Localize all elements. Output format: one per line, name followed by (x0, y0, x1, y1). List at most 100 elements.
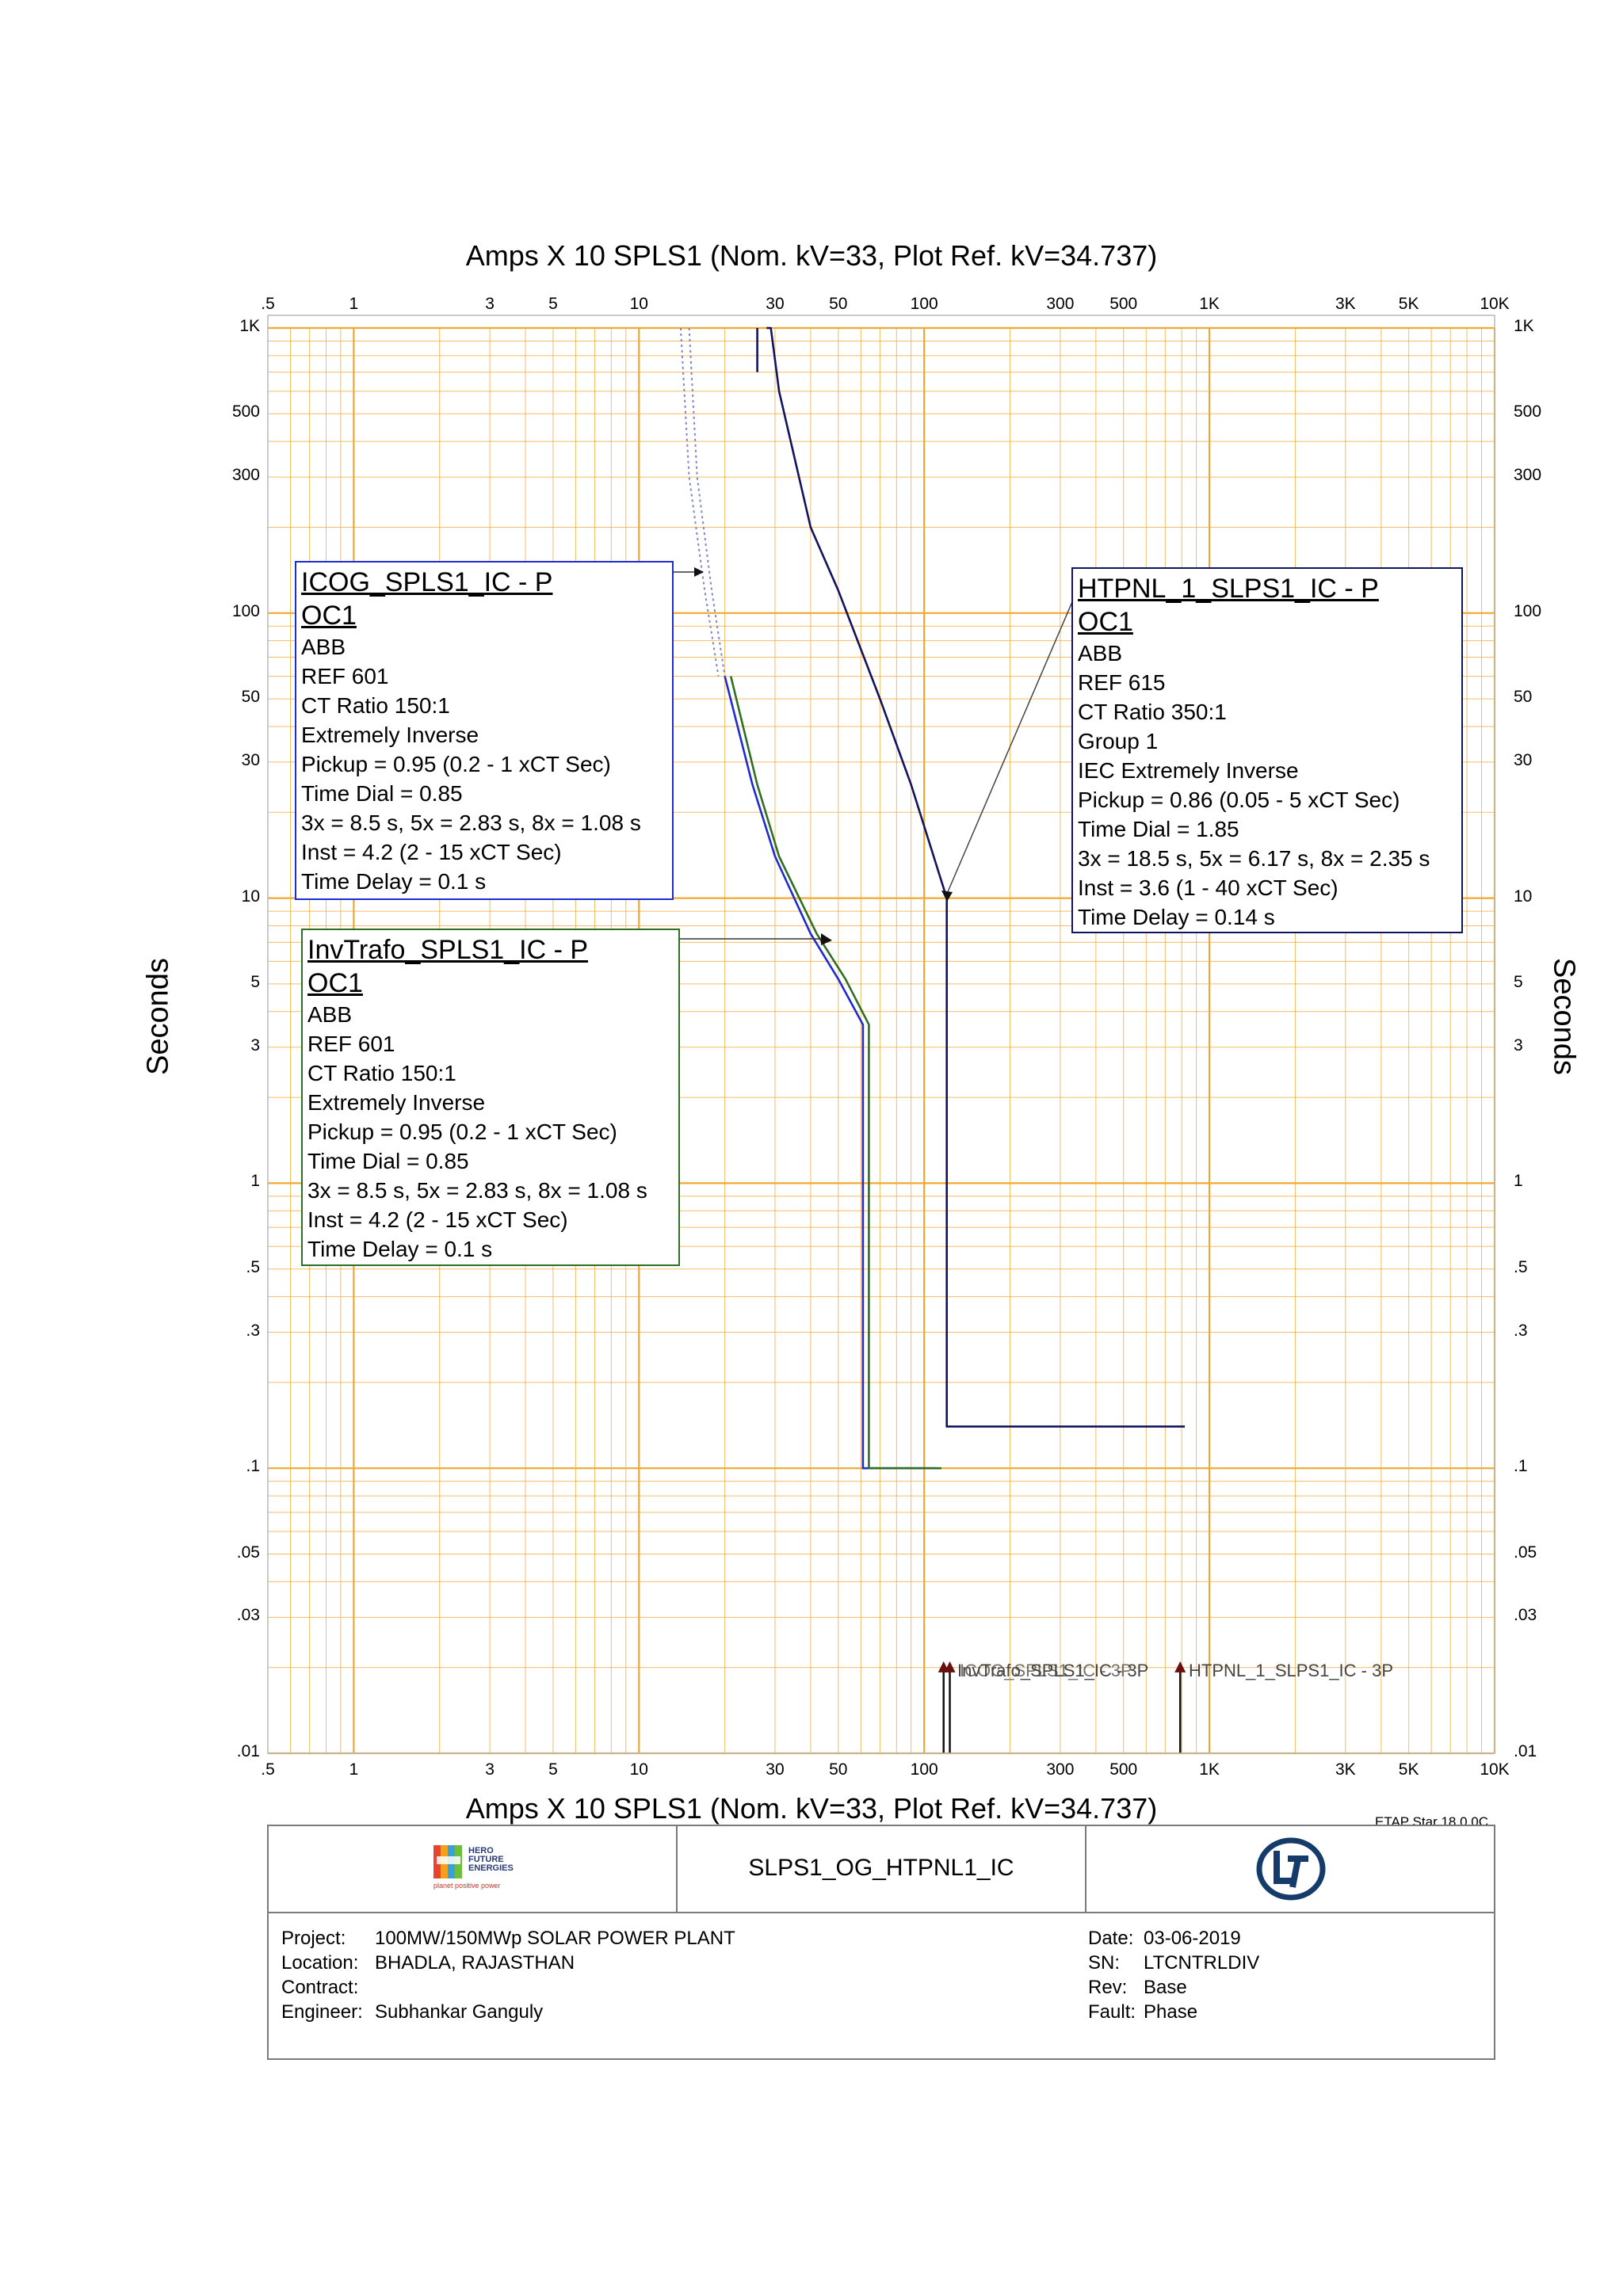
x-tick-label-top: 300 (1046, 295, 1075, 313)
x-tick-label-bottom: 5 (548, 1760, 558, 1779)
icog-line-5: Time Dial = 0.85 (301, 781, 463, 806)
icog-line-1: REF 601 (301, 664, 389, 688)
invtrafo-line-8: Time Delay = 0.1 s (307, 1237, 493, 1261)
invtrafo-line-0: ABB (307, 1002, 353, 1027)
htpnl-line-8: Inst = 3.6 (1 - 40 xCT Sec) (1078, 875, 1338, 900)
x-tick-label-top: 5 (548, 295, 558, 313)
engineer-value: Subhankar Ganguly (375, 2001, 544, 2023)
engineer-row: Engineer: Subhankar Ganguly (281, 2001, 543, 2023)
y-tick-label-right: .5 (1514, 1257, 1528, 1276)
htpnl-line-1: REF 615 (1078, 670, 1166, 695)
y-tick-label-left: .5 (246, 1257, 260, 1276)
invtrafo-line-1: REF 601 (307, 1032, 395, 1056)
project-value: 100MW/150MWp SOLAR POWER PLANT (375, 1928, 735, 1949)
x-tick-label-top: 10K (1480, 295, 1510, 313)
rev-row: Rev: Base (1088, 1977, 1187, 1999)
x-tick-label-bottom: .5 (261, 1760, 275, 1779)
invtrafo-relay-box: InvTrafo_SPLS1_IC - P OC1 ABB REF 601 CT… (301, 929, 680, 1266)
x-tick-label-bottom: 1K (1199, 1760, 1220, 1779)
htpnl-line-2: CT Ratio 350:1 (1078, 700, 1227, 724)
y-tick-label-right: .1 (1514, 1457, 1528, 1476)
htpnl-line-3: Group 1 (1078, 729, 1159, 753)
hero-logo-text: HERO FUTURE ENERGIES (468, 1847, 514, 1873)
invtrafo-line-7: Inst = 4.2 (2 - 15 xCT Sec) (307, 1207, 568, 1232)
y-tick-label-right: 300 (1514, 466, 1542, 485)
tcc-curve-5 (679, 327, 720, 677)
y-tick-label-right: .01 (1514, 1742, 1537, 1760)
x-tick-label-top: 100 (910, 295, 938, 313)
date-value: 03-06-2019 (1144, 1928, 1241, 1949)
htpnl-line-9: Time Delay = 0.14 s (1078, 905, 1275, 929)
lt-logo-icon (1256, 1837, 1326, 1901)
title-block: HERO FUTURE ENERGIES planet positive pow… (267, 1825, 1495, 2060)
invtrafo-line-6: 3x = 8.5 s, 5x = 2.83 s, 8x = 1.08 s (307, 1178, 647, 1203)
x-tick-label-bottom: 10K (1480, 1760, 1510, 1779)
fault-label-icog: ICOG_SPLS1_IC - 3P (960, 1661, 1132, 1680)
y-tick-label-left: 10 (241, 887, 260, 906)
x-tick-label-bottom: 3K (1335, 1760, 1356, 1779)
invtrafo-line-3: Extremely Inverse (307, 1090, 486, 1115)
x-tick-label-bottom: 50 (829, 1760, 848, 1779)
drawing-title-cell: SLPS1_OG_HTPNL1_IC (678, 1826, 1086, 1912)
y-tick-label-right: .03 (1514, 1606, 1537, 1625)
htpnl-line-7: 3x = 18.5 s, 5x = 6.17 s, 8x = 2.35 s (1078, 846, 1430, 871)
y-tick-label-left: .3 (246, 1321, 260, 1340)
top-axis-title: Amps X 10 SPLS1 (Nom. kV=33, Plot Ref. k… (465, 239, 1158, 272)
y-tick-label-left: .1 (246, 1457, 260, 1476)
y-tick-label-right: 1K (1514, 317, 1534, 335)
x-tick-label-bottom: 100 (910, 1760, 938, 1779)
icog-line-3: Extremely Inverse (301, 723, 479, 747)
fault-marker-layer (938, 1661, 1186, 1753)
htpnl-relay-box: HTPNL_1_SLPS1_IC - P OC1 ABB REF 615 CT … (1071, 567, 1463, 933)
plot-frame (267, 315, 1495, 1754)
contract-row: Contract: (281, 1977, 375, 1999)
x-tick-label-top: 10 (629, 295, 648, 313)
invtrafo-line-4: Pickup = 0.95 (0.2 - 1 xCT Sec) (307, 1119, 617, 1144)
date-row: Date: 03-06-2019 (1088, 1928, 1241, 1950)
rev-value: Base (1144, 1977, 1187, 1998)
y-tick-label-left: 1K (239, 317, 260, 335)
hero-logo-text-2: FUTURE (468, 1855, 504, 1864)
fault-label-htpnl: HTPNL_1_SLPS1_IC - 3P (1189, 1661, 1394, 1680)
y-tick-label-right: 500 (1514, 402, 1542, 421)
y-tick-label-right: 10 (1514, 887, 1533, 906)
y-tick-label-right: 5 (1514, 972, 1523, 991)
icog-line-4: Pickup = 0.95 (0.2 - 1 xCT Sec) (301, 752, 611, 776)
y-tick-label-left: 50 (241, 688, 260, 707)
htpnl-line-6: Time Dial = 1.85 (1078, 817, 1239, 841)
rev-label: Rev: (1088, 1977, 1128, 1998)
curve-layer (679, 326, 1186, 1470)
y-tick-label-left: .01 (236, 1742, 260, 1760)
y-tick-label-left: .03 (236, 1606, 260, 1625)
hero-logo-text-1: HERO (468, 1846, 494, 1855)
project-label: Project: (281, 1928, 346, 1949)
y-tick-label-right: 1 (1514, 1172, 1523, 1191)
sn-label: SN: (1088, 1952, 1121, 1974)
icog-line-0: ABB (301, 635, 346, 659)
sn-row: SN: LTCNTRLDIV (1088, 1952, 1259, 1974)
icog-relay-element: OC1 (301, 601, 357, 631)
location-value: BHADLA, RAJASTHAN (375, 1952, 575, 1974)
icog-leader-arrow (694, 567, 704, 577)
x-tick-label-top: 3 (485, 295, 495, 313)
tcc-curve-4 (688, 327, 726, 677)
x-tick-label-top: 3K (1335, 295, 1356, 313)
x-tick-label-top: 1K (1199, 295, 1220, 313)
fault-label-invtrafo: InvTrafo_SPLS1_IC - 3P (957, 1661, 1149, 1680)
htpnl-leader-arrow (941, 891, 953, 902)
htpnl-leader-line (946, 597, 1075, 894)
x-tick-label-bottom: 30 (766, 1760, 785, 1779)
y-tick-label-right: 30 (1514, 750, 1533, 769)
fault-marker-arrow (1174, 1661, 1186, 1672)
x-tick-label-top: 30 (766, 295, 785, 313)
fault-label: Fault: (1088, 2001, 1136, 2023)
htpnl-line-4: IEC Extremely Inverse (1078, 758, 1299, 783)
contract-label: Contract: (281, 1977, 359, 1998)
title-block-top-row: HERO FUTURE ENERGIES planet positive pow… (269, 1826, 1494, 1913)
x-tick-label-top: .5 (261, 295, 275, 313)
x-tick-label-top: 1 (349, 295, 359, 313)
icog-line-7: Inst = 4.2 (2 - 15 xCT Sec) (301, 840, 562, 864)
hero-logo-icon (433, 1845, 462, 1878)
x-tick-label-bottom: 300 (1046, 1760, 1075, 1779)
x-tick-label-bottom: 3 (485, 1760, 495, 1779)
